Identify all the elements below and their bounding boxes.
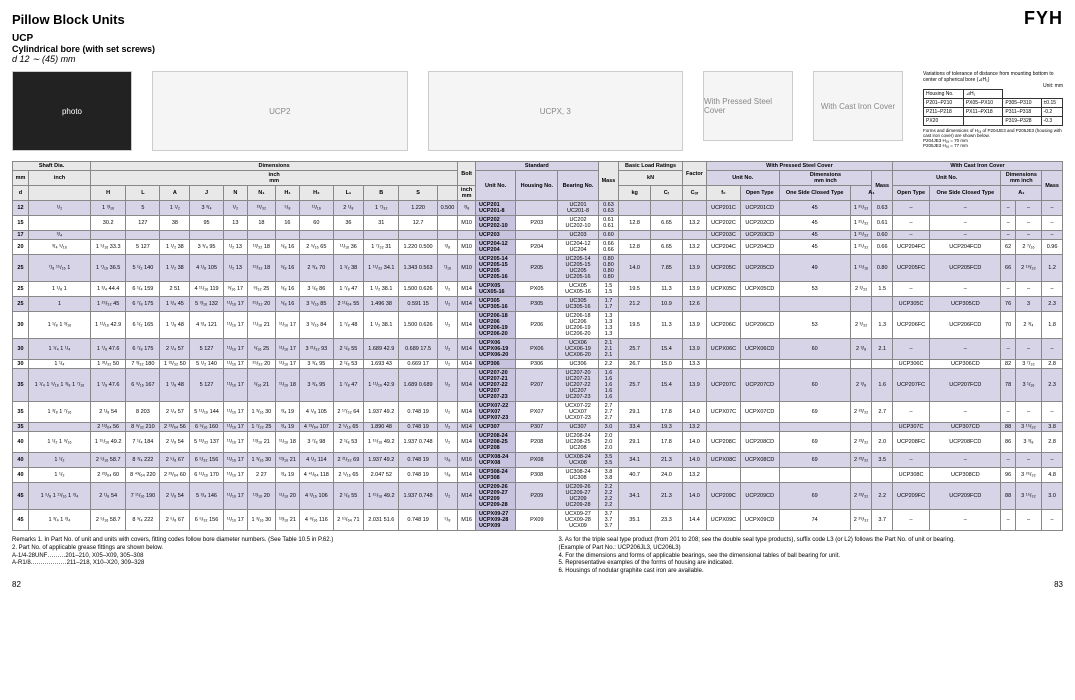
remarks-left: Remarks 1. In Part No. of unit and units… [12,537,516,576]
diagram-row: photo UCP2 UCPX, 3 With Pressed Steel Co… [12,71,1063,151]
page-title: Pillow Block Units [12,12,125,27]
diagram-ucp2: UCP2 [152,71,408,151]
remarks: Remarks 1. In Part No. of unit and units… [12,537,1063,576]
main-table: Shaft Dia. Dimensions Bolt Standard Mass… [12,161,1063,531]
remarks-right: 3. As for the triple seal type product (… [559,537,1063,576]
bore-range: d 12 ∼ (45) mm [12,54,1063,65]
page-numbers: 82 83 [12,580,1063,589]
tolerance-footnote: Forms and dimensions of H₁ₐ of P204JE3 a… [923,128,1063,138]
series-desc: Cylindrical bore (with set screws) [12,44,1063,54]
tolerance-box: Variations of tolerance of distance from… [923,71,1063,148]
subheader: UCP Cylindrical bore (with set screws) d… [12,33,1063,65]
diagram-ucpx3: UCPX, 3 [428,71,684,151]
tolerance-note: Variations of tolerance of distance from… [923,71,1063,83]
tolerance-table: Housing No.⊿H₁P201–P210PX05–PX10P305–P31… [923,89,1063,126]
diagram-cast: With Cast Iron Cover [813,71,903,141]
page-left: 82 [12,580,21,589]
diagram-pressed: With Pressed Steel Cover [703,71,793,141]
brand-logo: FYH [1024,8,1063,29]
series-code: UCP [12,33,1063,44]
page-right: 83 [1054,580,1063,589]
tolerance-extra-2: P205JE3 H₁ₐ = 77 mm [923,143,1063,148]
product-photo: photo [12,71,132,151]
